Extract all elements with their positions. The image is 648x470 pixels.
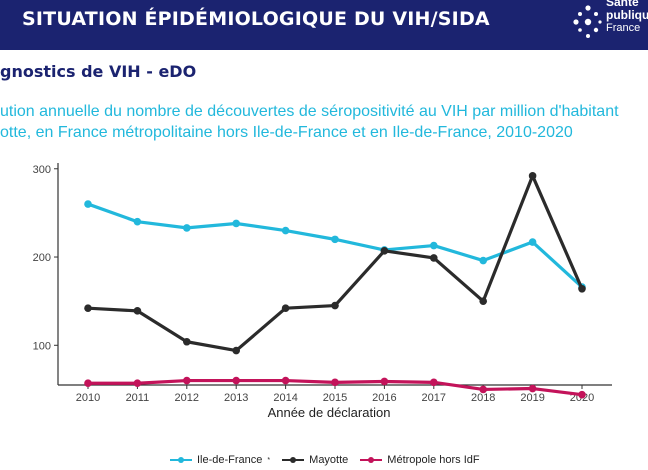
legend-label: Ile-de-France [197, 454, 263, 466]
legend-key-icon [360, 455, 383, 465]
x-tick-label: 2019 [520, 392, 544, 404]
data-point [331, 378, 339, 387]
data-point [133, 379, 142, 388]
data-point [528, 172, 537, 180]
logo-text-line1: Santé [606, 0, 639, 9]
data-point [183, 224, 191, 232]
data-point [232, 346, 240, 355]
data-point [84, 304, 92, 313]
data-point [232, 219, 240, 228]
y-tick-label: 100 [33, 340, 51, 352]
logo-text-line2: publique [606, 8, 648, 22]
data-point [281, 304, 290, 313]
data-point [232, 376, 240, 385]
x-tick-label: 2016 [372, 392, 396, 404]
chart-ticks: 100 200 300 2010 2011 2012 2013 2014 2015 2016 201… [33, 164, 595, 404]
data-point [430, 241, 438, 250]
header-title: SITUATION ÉPIDÉMIOLOGIQUE DU VIH/SIDA [22, 8, 490, 30]
data-point [84, 200, 92, 208]
data-point [479, 385, 488, 394]
logo-dots-icon [573, 5, 602, 38]
data-point [84, 379, 92, 388]
section-title: gnostics de VIH - eDO [0, 62, 197, 81]
x-tick-label: 2013 [224, 392, 248, 404]
y-tick-label: 200 [33, 252, 51, 264]
chart-subtitle-line2: otte, en France métropolitaine hors Ile-… [0, 124, 573, 141]
legend-item: Métropole hors IdF [360, 454, 480, 466]
data-point [380, 247, 389, 255]
sante-publique-france-logo: Santé publique France [570, 0, 648, 42]
chart-axes [57, 163, 612, 386]
legend-key-icon [282, 455, 305, 465]
x-tick-label: 2017 [422, 392, 446, 404]
series-line [87, 174, 584, 353]
chart-legend: Ile-de-France * Mayotte Métropole hors IdF [170, 452, 480, 468]
x-tick-label: 2012 [175, 392, 199, 404]
data-point [430, 254, 438, 262]
legend-item: Ile-de-France * [170, 454, 270, 466]
data-point [479, 256, 488, 265]
x-tick-label: 2010 [76, 392, 100, 404]
data-point [528, 384, 537, 393]
series-group [84, 376, 586, 399]
series-line [87, 202, 584, 289]
data-point [380, 377, 389, 386]
x-tick-label: 2015 [323, 392, 347, 404]
legend-footnote-mark: * [267, 456, 271, 464]
data-point [183, 337, 191, 346]
legend-item: Mayotte [282, 454, 348, 466]
data-point [578, 284, 586, 293]
data-point [331, 235, 339, 244]
data-point [479, 297, 488, 305]
data-point [183, 376, 191, 385]
x-tick-label: 2014 [273, 392, 297, 404]
chart-subtitle-line1: ution annuelle du nombre de découvertes … [0, 103, 619, 120]
data-point [133, 307, 142, 315]
data-point [430, 378, 438, 387]
data-point [331, 301, 339, 310]
y-tick-label: 300 [33, 164, 51, 176]
data-point [528, 238, 537, 246]
chart-series [84, 172, 586, 399]
x-axis-title: Année de déclaration [268, 405, 391, 420]
data-point [281, 376, 290, 385]
series-group [84, 172, 586, 355]
header-bar: SITUATION ÉPIDÉMIOLOGIQUE DU VIH/SIDA Sa… [0, 0, 648, 50]
logo-text-line3: France [606, 22, 641, 34]
x-tick-label: 2011 [126, 392, 150, 404]
x-tick-label: 2018 [471, 392, 495, 404]
legend-label: Mayotte [309, 454, 349, 466]
legend-label: Métropole hors IdF [387, 454, 480, 466]
data-point [133, 217, 142, 226]
series-group [84, 200, 586, 291]
legend-key-icon [170, 455, 192, 465]
data-point [281, 226, 290, 235]
data-point [578, 390, 586, 399]
line-chart: 100 200 300 2010 2011 2012 2013 2014 2015 2016 201… [33, 163, 612, 420]
